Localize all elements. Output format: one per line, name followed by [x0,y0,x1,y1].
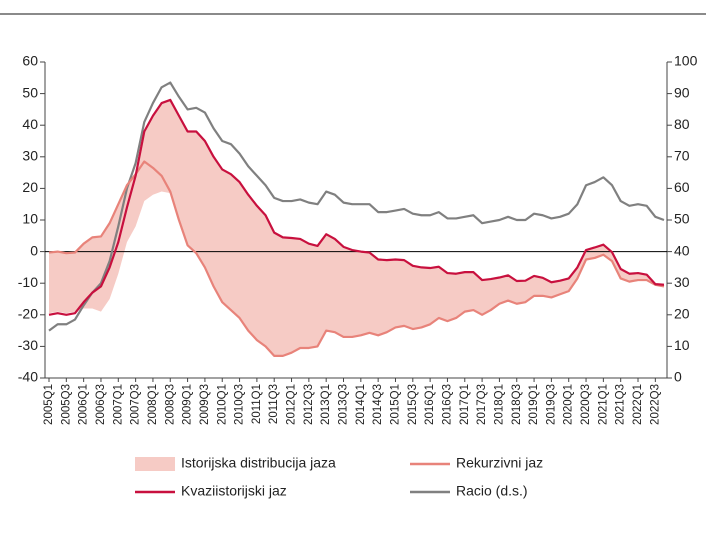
x-tick-label: 2014Q3 [372,384,384,425]
legend-label: Istorijska distribucija jaza [181,455,336,471]
y2-tick-label: 40 [674,242,690,258]
x-tick-label: 2016Q3 [441,384,453,425]
x-tick-label: 2012Q3 [303,384,315,425]
y2-tick-label: 70 [674,148,690,164]
x-tick-label: 2019Q3 [545,384,557,425]
y-tick-label: 50 [22,84,38,100]
x-tick-label: 2007Q3 [130,384,142,425]
series-line [48,81,665,332]
y-tick-label: -20 [18,306,38,322]
legend-label: Racio (d.s.) [456,483,528,499]
x-tick-label: 2020Q3 [580,384,592,425]
y-tick-label: 20 [22,179,38,195]
x-tick-label: 2010Q3 [234,384,246,425]
y2-tick-label: 80 [674,116,690,132]
series-line [48,160,665,357]
y-tick-label: 30 [22,148,38,164]
legend-label: Rekurzivni jaz [456,455,543,471]
x-tick-label: 2014Q1 [355,384,367,425]
band-area [49,99,664,356]
x-tick-label: 2020Q1 [563,384,575,425]
y2-tick-label: 60 [674,179,690,195]
x-tick-label: 2011Q1 [251,384,263,424]
x-tick-label: 2013Q3 [338,384,350,425]
x-tick-label: 2008Q3 [164,384,176,425]
legend-swatch [135,457,175,471]
x-tick-label: 2018Q1 [493,384,505,425]
y-tick-label: 40 [22,116,38,132]
y-tick-label: 0 [30,242,38,258]
y-tick-label: -10 [18,274,38,290]
y2-tick-label: 30 [674,274,690,290]
y2-tick-label: 50 [674,211,690,227]
y-tick-label: -30 [18,337,38,353]
x-tick-label: 2012Q1 [286,384,298,425]
x-tick-label: 2005Q3 [60,384,72,425]
y-tick-label: -40 [18,369,38,385]
x-tick-label: 2015Q3 [407,384,419,425]
x-tick-label: 2006Q3 [95,384,107,425]
x-tick-label: 2015Q1 [390,384,402,425]
y2-tick-label: 90 [674,84,690,100]
y2-tick-label: 0 [674,369,682,385]
y-tick-label: 60 [22,53,38,69]
y2-tick-label: 20 [674,306,690,322]
y2-tick-label: 100 [674,53,698,69]
x-tick-label: 2011Q3 [268,384,280,424]
x-tick-label: 2010Q1 [216,384,228,425]
x-tick-label: 2019Q1 [528,384,540,425]
x-tick-label: 2013Q1 [320,384,332,425]
x-tick-label: 2017Q3 [476,384,488,425]
y-tick-label: 10 [22,211,38,227]
x-tick-label: 2005Q1 [43,384,55,425]
x-tick-label: 2021Q3 [615,384,627,425]
y2-tick-label: 10 [674,337,690,353]
legend-label: Kvaziistorijski jaz [181,483,287,499]
x-tick-label: 2009Q1 [182,384,194,425]
x-tick-label: 2022Q1 [632,384,644,425]
x-tick-label: 2008Q1 [147,384,159,425]
x-tick-label: 2022Q3 [649,384,661,425]
x-tick-label: 2007Q1 [112,384,124,425]
x-tick-label: 2016Q1 [424,384,436,425]
x-tick-label: 2017Q1 [459,384,471,425]
series-line [48,98,665,316]
x-tick-label: 2018Q3 [511,384,523,425]
x-tick-label: 2006Q1 [78,384,90,425]
x-tick-label: 2021Q1 [597,384,609,425]
x-tick-label: 2009Q3 [199,384,211,425]
